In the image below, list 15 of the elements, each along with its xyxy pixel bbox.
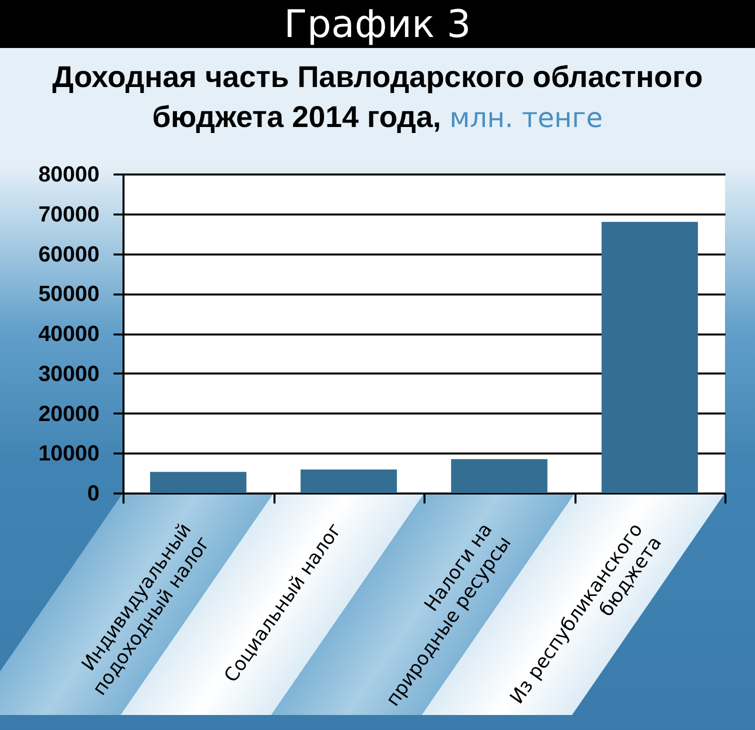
y-tick-label: 10000: [38, 440, 100, 466]
y-tick-label: 70000: [38, 201, 100, 226]
chart-title: График 3: [0, 0, 755, 48]
y-tick-label: 60000: [38, 241, 100, 266]
bar: [150, 472, 246, 493]
y-tick-label: 40000: [38, 321, 100, 346]
y-tick-label: 0: [87, 480, 100, 506]
bar: [451, 459, 548, 493]
bar: [602, 222, 698, 493]
y-tick-label: 20000: [38, 400, 100, 426]
bar: [300, 469, 397, 493]
y-tick-label: 30000: [38, 360, 100, 386]
y-axis-title: млн. тенге: [449, 103, 603, 134]
y-tick-label: 80000: [38, 162, 100, 186]
y-tick-label: 50000: [38, 281, 100, 306]
